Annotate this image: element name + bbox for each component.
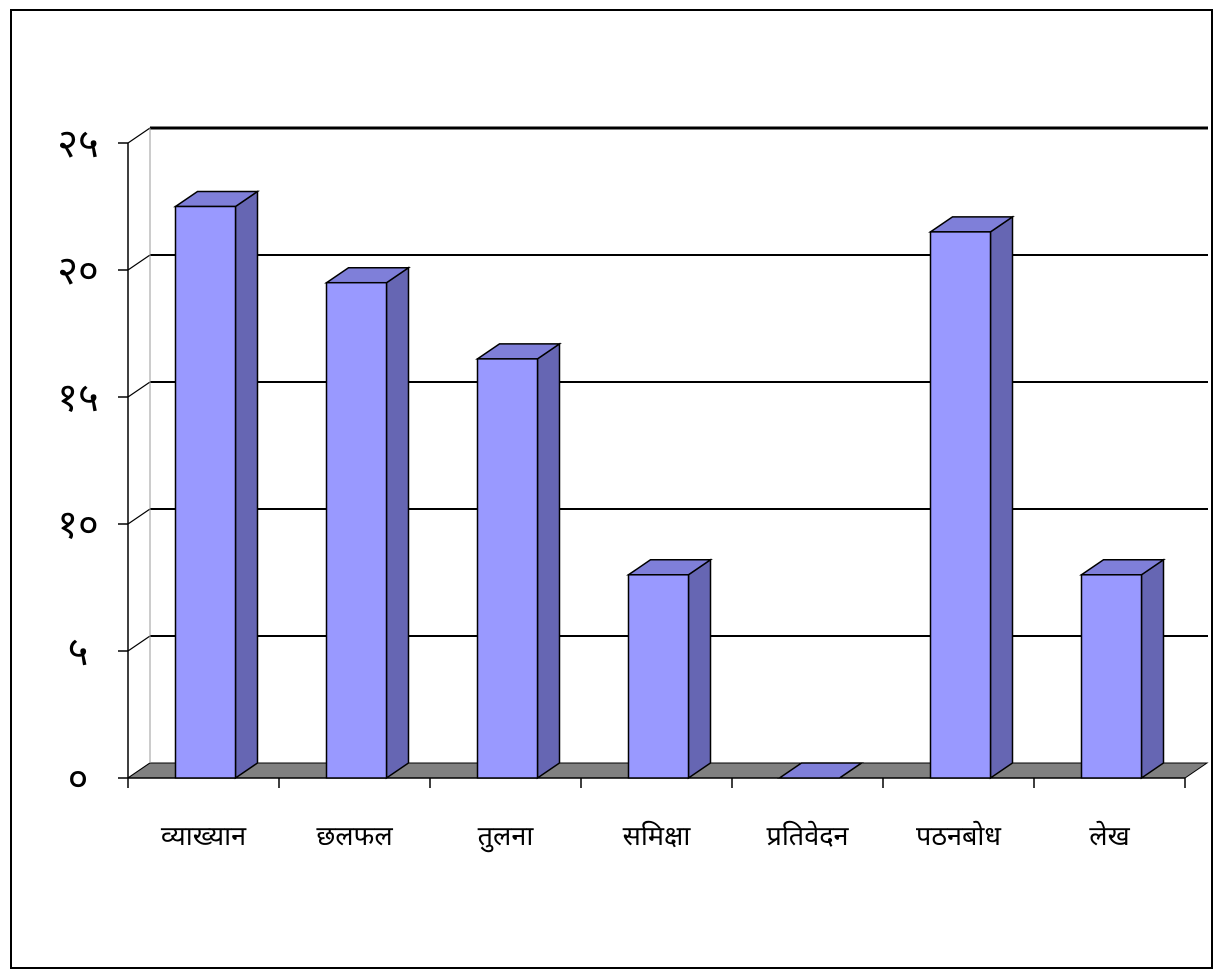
y-tick-label: १५ (57, 375, 99, 421)
bar (324, 266, 411, 780)
y-tick-label: २५ (57, 121, 99, 167)
depth-tick-line (127, 127, 151, 144)
bar-front-face (1080, 574, 1143, 779)
x-category-label: लेख (1089, 820, 1130, 852)
y-tick-label: ० (68, 756, 89, 802)
x-category-label: व्याख्यान (161, 821, 247, 852)
y-tick-label: २० (57, 248, 99, 294)
bar-side-face (234, 190, 259, 780)
bar-front-face (325, 281, 388, 779)
x-category-label: तुलना (478, 821, 535, 853)
y-tick-label: १० (57, 502, 99, 548)
x-category-label: पठनबोध (916, 820, 1001, 852)
depth-tick-line (127, 635, 151, 652)
bar (173, 190, 260, 780)
bar-side-face (687, 558, 712, 780)
x-category-label: छलफल (316, 821, 393, 852)
bar-front-face (174, 205, 237, 779)
bar (928, 215, 1015, 780)
labels: ० ५ १० १५ २० २५ व्याख्यान छलफल तुलना समिक्षा प्रति… (57, 121, 1130, 853)
bar-front-face (627, 574, 690, 779)
depth-tick-line (127, 254, 151, 271)
bar-side-face (385, 266, 410, 780)
depth-tick-line (127, 381, 151, 398)
depth-tick-line (127, 508, 151, 525)
bar-front-face (476, 358, 539, 779)
x-category-label: समिक्षा (623, 820, 692, 852)
bar-side-face (536, 342, 561, 780)
bar-top-face (777, 762, 864, 779)
y-tick-label: ५ (68, 629, 89, 675)
bar-chart: ० ५ १० १५ २० २५ व्याख्यान छलफल तुलना समिक्षा प्रति… (57, 121, 1209, 853)
bar (777, 762, 864, 779)
x-category-label: प्रतिवेदन (766, 820, 849, 852)
bar-side-face (989, 215, 1014, 780)
bars (173, 190, 1166, 780)
bar (1079, 558, 1166, 780)
bar (475, 342, 562, 780)
bar-front-face (929, 231, 992, 779)
bar-side-face (1140, 558, 1165, 780)
bar (626, 558, 713, 780)
